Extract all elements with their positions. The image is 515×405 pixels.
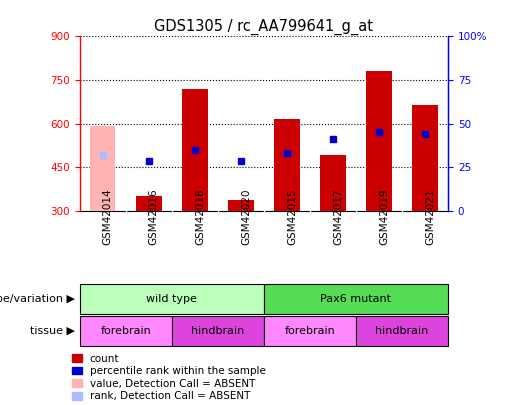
Text: GSM42017: GSM42017	[333, 188, 343, 245]
Bar	[172, 316, 264, 346]
Text: GSM42020: GSM42020	[241, 188, 251, 245]
Bar	[264, 316, 356, 346]
Text: GSM42015: GSM42015	[287, 188, 297, 245]
Bar	[413, 104, 438, 211]
Text: tissue ▶: tissue ▶	[30, 326, 75, 336]
Bar	[356, 316, 448, 346]
Text: GSM42014: GSM42014	[103, 188, 113, 245]
Bar	[320, 156, 346, 211]
Bar	[228, 200, 253, 211]
Bar	[264, 284, 448, 314]
Bar	[80, 284, 264, 314]
Text: wild type: wild type	[146, 294, 197, 304]
Bar	[274, 119, 300, 211]
Bar	[136, 196, 162, 211]
Text: GSM42021: GSM42021	[425, 188, 435, 245]
Text: forebrain: forebrain	[100, 326, 151, 336]
Title: GDS1305 / rc_AA799641_g_at: GDS1305 / rc_AA799641_g_at	[154, 19, 373, 35]
Text: Pax6 mutant: Pax6 mutant	[320, 294, 391, 304]
Bar	[182, 89, 208, 211]
Text: GSM42018: GSM42018	[195, 188, 205, 245]
Text: hindbrain: hindbrain	[375, 326, 428, 336]
Text: GSM42016: GSM42016	[149, 188, 159, 245]
Text: hindbrain: hindbrain	[191, 326, 245, 336]
Bar	[366, 71, 392, 211]
Text: forebrain: forebrain	[285, 326, 335, 336]
Text: GSM42019: GSM42019	[379, 188, 389, 245]
Legend: count, percentile rank within the sample, value, Detection Call = ABSENT, rank, : count, percentile rank within the sample…	[72, 354, 266, 401]
Bar	[90, 126, 115, 211]
Text: genotype/variation ▶: genotype/variation ▶	[0, 294, 75, 304]
Bar	[80, 316, 172, 346]
